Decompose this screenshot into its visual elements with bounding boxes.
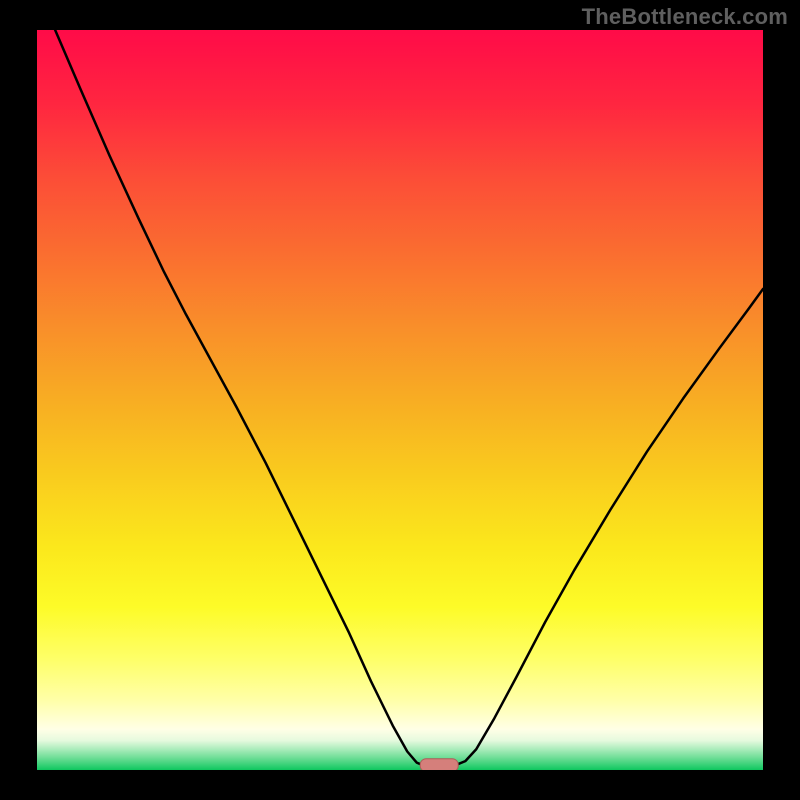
watermark-text: TheBottleneck.com [582, 4, 788, 30]
optimal-marker [420, 759, 458, 770]
gradient-background [37, 30, 763, 770]
bottleneck-chart [37, 30, 763, 770]
chart-frame: TheBottleneck.com [0, 0, 800, 800]
